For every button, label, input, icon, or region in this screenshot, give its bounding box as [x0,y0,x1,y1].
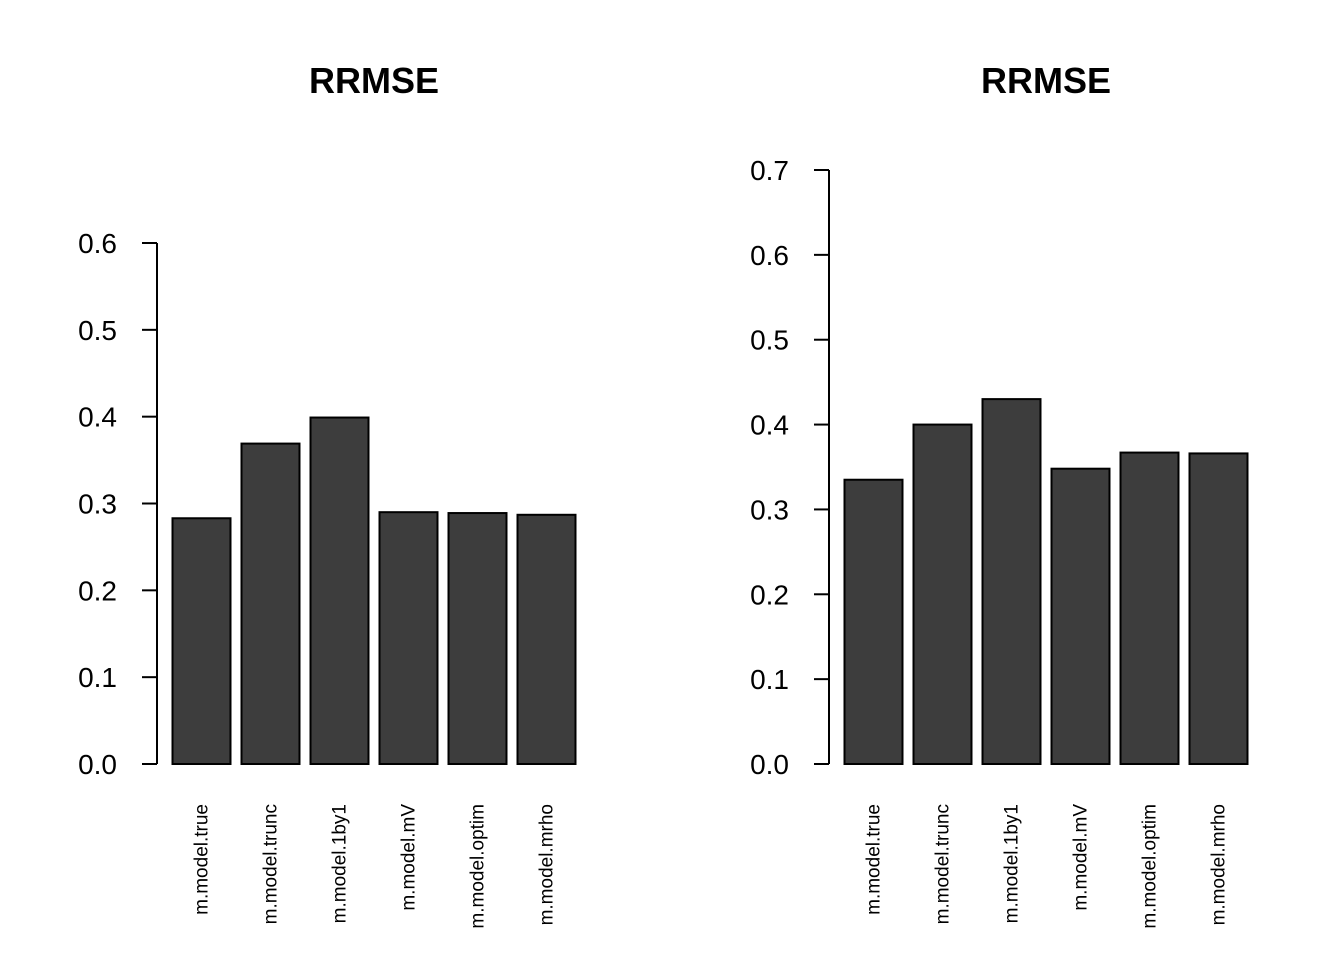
y-tick-label: 0.5 [750,325,789,356]
chart-title: RRMSE [309,60,439,101]
bar-m.model.1by1 [309,416,370,765]
bar-m.model.1by1 [981,398,1042,765]
y-tick-label: 0.6 [78,228,117,259]
y-tick-label: 0.4 [750,410,789,441]
x-tick-label: m.model.trunc [261,804,282,924]
y-tick-label: 0.0 [78,749,117,780]
y-tick-label: 0.1 [78,662,117,693]
x-tick-label: m.model.mrho [537,804,558,925]
y-tick-label: 0.0 [750,749,789,780]
bar-m.model.mrho [1188,452,1249,765]
chart-panel-right: RRMSE 0.0 0.1 0.2 0.3 0.4 0.5 0.6 0.7 m.model.tr… [750,60,1249,929]
x-tick-label: m.model.optim [468,804,489,929]
x-tick-label: m.model.mV [399,804,420,911]
chart-title: RRMSE [981,60,1111,101]
bar-m.model.mV [1050,467,1111,765]
x-tick-label: m.model.trunc [933,804,954,924]
bar-m.model.mV [378,511,439,766]
x-tick-label: m.model.optim [1140,804,1161,929]
y-tick-label: 0.6 [750,240,789,271]
x-tick-label: m.model.true [192,804,213,915]
y-tick-label: 0.3 [78,489,117,520]
y-tick-label: 0.1 [750,664,789,695]
bar-m.model.mrho [516,513,577,765]
bar-m.model.trunc [912,423,973,765]
x-tick-label: m.model.mV [1071,804,1092,911]
bar-m.model.true [843,478,904,765]
x-tick-label: m.model.true [864,804,885,915]
y-tick-label: 0.2 [750,579,789,610]
y-tick-label: 0.3 [750,494,789,525]
x-tick-label: m.model.1by1 [330,804,351,923]
x-tick-label: m.model.mrho [1209,804,1230,925]
y-tick-label: 0.4 [78,402,117,433]
bar-m.model.optim [447,512,508,766]
y-tick-label: 0.2 [78,575,117,606]
chart-panel-left: RRMSE 0.0 0.1 0.2 0.3 0.4 0.5 0.6 m.model.true m… [78,60,577,929]
bar-m.model.trunc [240,442,301,765]
y-tick-label: 0.7 [750,155,789,186]
x-tick-label: m.model.1by1 [1002,804,1023,923]
y-tick-label: 0.5 [78,315,117,346]
bar-m.model.true [171,517,232,765]
bar-m.model.optim [1119,451,1180,765]
